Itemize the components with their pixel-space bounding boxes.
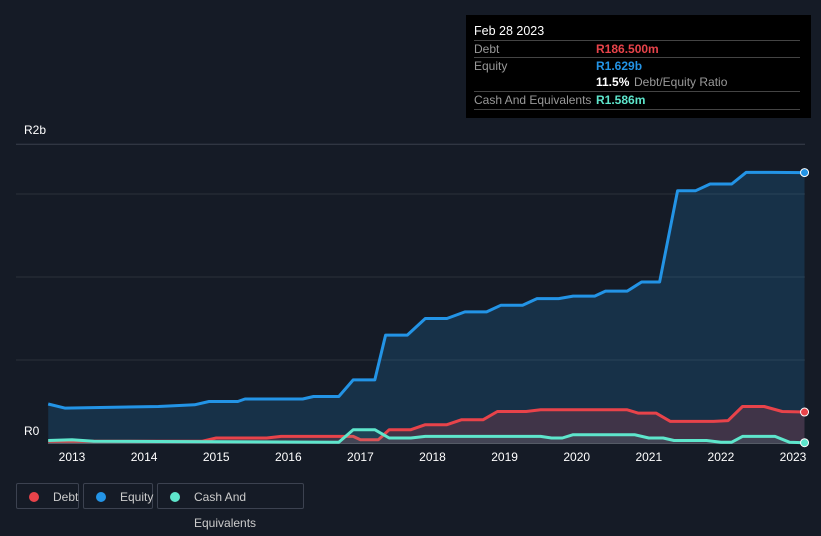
x-tick-label: 2013 [59,450,86,464]
x-tick-label: 2018 [419,450,446,464]
legend-debt-label: Debt [53,490,79,504]
x-tick-label: 2022 [708,450,735,464]
debt-label: Debt [474,42,500,56]
debt-dot-icon [29,492,39,502]
x-tick-label: 2021 [635,450,662,464]
legend-debt[interactable]: Debt [16,483,79,509]
ratio-value: 11.5% [596,75,630,89]
x-tick-label: 2020 [563,450,590,464]
tooltip-date: Feb 28 2023 [474,24,545,38]
x-tick-label: 2023 [780,450,807,464]
y-label-top: R2b [24,123,46,137]
equity-area [48,172,805,443]
ratio-label: Debt/Equity Ratio [634,75,728,89]
cash-and-equivalents-line [48,428,805,445]
x-tick-label: 2015 [203,450,230,464]
x-tick-label: 2017 [347,450,374,464]
legend-cash-label: Cash And Equivalents [194,490,257,530]
legend-cash[interactable]: Cash And Equivalents [157,483,304,530]
debt-value: R186.500m [596,42,659,56]
equity-value: R1.629b [596,59,643,73]
equity-label: Equity [474,59,508,73]
cash-and-equivalents-area [48,429,805,443]
x-tick-label: 2014 [131,450,158,464]
legend-equity-label: Equity [120,490,154,504]
cash-value: R1.586m [596,93,646,107]
x-tick-label: 2016 [275,450,302,464]
y-label-bottom: R0 [24,424,40,438]
cash-dot-icon [170,492,180,502]
debt-line [48,405,805,443]
cash-label: Cash And Equivalents [474,93,592,107]
tooltip: Feb 28 2023 Debt R186.500m Equity R1.629b … [466,15,811,118]
debt-end-marker [800,407,810,417]
equity-line [47,170,805,410]
x-tick-label: 2019 [491,450,518,464]
equity-end-marker [800,168,810,178]
legend-equity[interactable]: Equity [83,483,153,509]
cash-and-equivalents-end-marker [800,438,810,448]
equity-dot-icon [96,492,106,502]
